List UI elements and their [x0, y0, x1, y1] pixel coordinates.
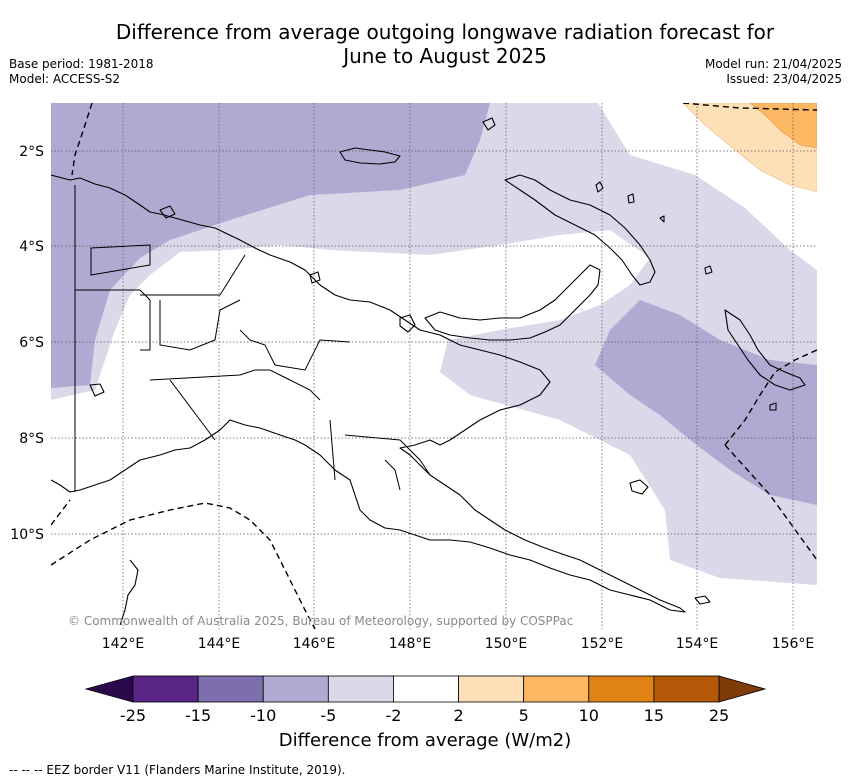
lat-label: 10°S	[10, 527, 44, 543]
anomaly-region-minus5-to-minus10-southeast	[595, 300, 817, 505]
page-title: Difference from average outgoing longwav…	[60, 20, 830, 68]
lat-label: 4°S	[19, 239, 44, 255]
colorbar-extend-right	[718, 675, 767, 703]
colorbar: -25 -15 -10 -5 -2 2 5 10 15 25	[84, 675, 767, 725]
colorbar-cell	[458, 675, 525, 703]
eez-footnote: -- -- -- EEZ border V11 (Flanders Marine…	[9, 763, 346, 777]
lon-label: 154°E	[676, 636, 719, 652]
lon-label: 142°E	[102, 636, 145, 652]
colorbar-tick-label: 2	[453, 706, 463, 725]
anomaly-shading	[51, 103, 817, 585]
colorbar-cell	[653, 675, 720, 703]
lat-label: 2°S	[19, 144, 44, 160]
colorbar-tick-label: 15	[644, 706, 664, 725]
lon-label: 150°E	[485, 636, 528, 652]
latitude-labels: 2°S 4°S 6°S 8°S 10°S	[10, 144, 44, 543]
title-line-1: Difference from average outgoing longwav…	[115, 20, 775, 44]
lon-label: 146°E	[293, 636, 336, 652]
anomaly-region-minus2-to-minus5	[51, 103, 817, 585]
colorbar-extend-left	[84, 675, 134, 703]
copyright-notice: © Commonwealth of Australia 2025, Bureau…	[68, 614, 574, 628]
anomaly-region-plus5-to-plus10	[749, 103, 817, 149]
colorbar-cell	[523, 675, 590, 703]
meta-right: Model run: 21/04/2025 Issued: 23/04/2025	[705, 57, 842, 87]
colorbar-tick-label: 5	[519, 706, 529, 725]
eez-borders	[51, 103, 817, 629]
lon-label: 152°E	[581, 636, 624, 652]
colorbar-tick-label: 25	[709, 706, 729, 725]
colorbar-tick-label: -5	[320, 706, 336, 725]
colorbar-title: Difference from average (W/m2)	[278, 730, 572, 751]
colorbar-tick-label: -25	[120, 706, 146, 725]
anomaly-region-minus5-to-minus10-north	[51, 103, 490, 388]
colorbar-cell	[132, 675, 199, 703]
colorbar-tick-label: -2	[385, 706, 401, 725]
issued-date: Issued: 23/04/2025	[726, 72, 842, 86]
graticule	[51, 103, 817, 629]
colorbar-tick-label: -15	[185, 706, 211, 725]
colorbar-tick-label: -10	[250, 706, 276, 725]
lat-label: 8°S	[19, 431, 44, 447]
colorbar-cell	[327, 675, 394, 703]
meta-left: Base period: 1981-2018 Model: ACCESS-S2	[9, 57, 154, 87]
lon-label: 148°E	[389, 636, 432, 652]
model-run: Model run: 21/04/2025	[704, 57, 842, 71]
lat-label: 6°S	[19, 335, 44, 351]
model-name: Model: ACCESS-S2	[9, 72, 121, 86]
colorbar-cell	[393, 675, 459, 703]
province-borders	[74, 185, 431, 492]
colorbar-cell	[588, 675, 655, 703]
lon-label: 156°E	[772, 636, 815, 652]
colorbar-cell	[262, 675, 329, 703]
coastlines	[51, 117, 806, 626]
lon-label: 144°E	[198, 636, 241, 652]
title-line-2: June to August 2025	[343, 44, 547, 68]
colorbar-cell	[197, 675, 264, 703]
longitude-labels: 142°E 144°E 146°E 148°E 150°E 152°E 154°…	[102, 636, 815, 652]
base-period: Base period: 1981-2018	[9, 57, 154, 71]
colorbar-tick-label: 10	[579, 706, 599, 725]
